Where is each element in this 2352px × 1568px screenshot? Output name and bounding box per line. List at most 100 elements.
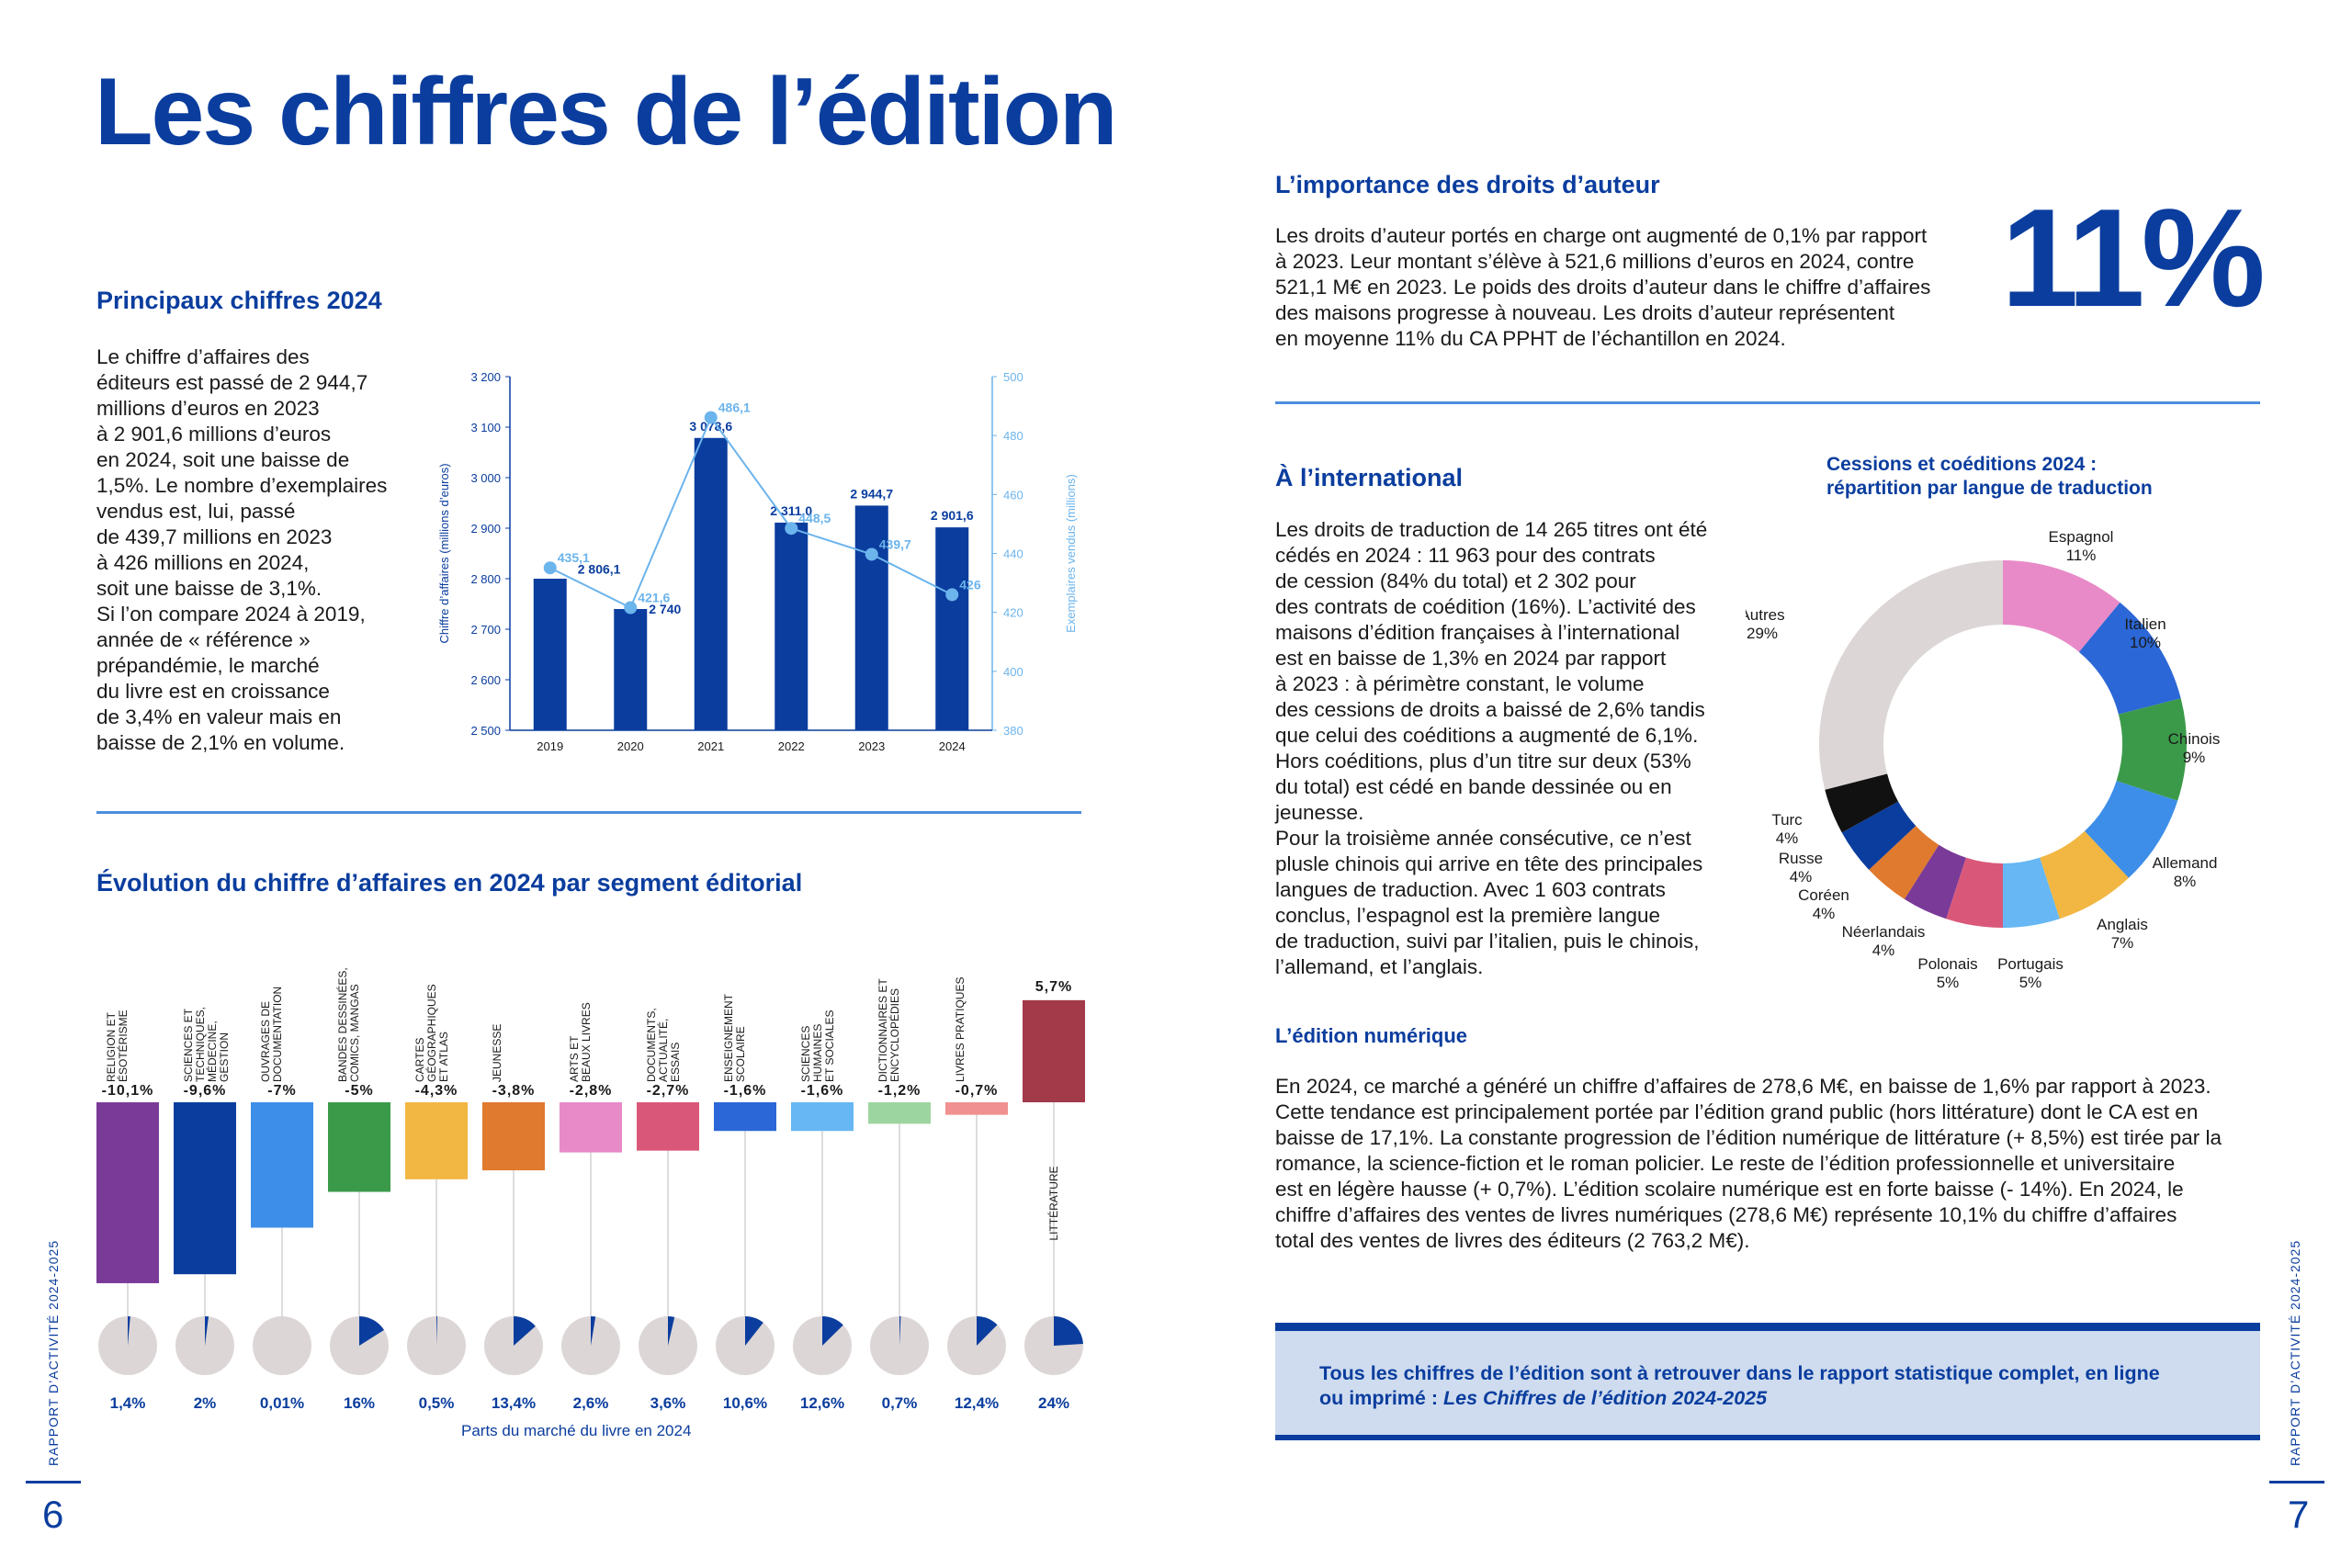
text-line: des maisons progresse à nouveau. Les dro… [1275, 301, 1895, 324]
donut-value-label: 4% [1776, 829, 1799, 847]
donut-slice-Espagnol [2003, 560, 2120, 652]
segment-category: OUVRAGES DE DOCUMENTATION [259, 987, 284, 1082]
segment-bar [945, 1102, 1008, 1115]
donut-value-label: 8% [2174, 873, 2197, 890]
segments-heading: Évolution du chiffre d’affaires en 2024 … [96, 869, 803, 897]
donut-category-label: Portugais [1997, 955, 2064, 973]
share-slice [514, 1316, 536, 1346]
segment-category-line: ENCYCLOPÉDIES [888, 988, 901, 1082]
volume-label: 426 [959, 577, 981, 592]
segment-category-line: ET ATLAS [437, 1032, 450, 1082]
segment-value-label: -10,1% [102, 1083, 154, 1099]
volume-point [865, 547, 878, 561]
segment-category-line: GÉOGRAPHIQUES [424, 984, 438, 1082]
chart-title: Cessions et coéditions 2024 : [1826, 454, 2097, 475]
text-line: à 2 901,6 millions d’euros [96, 423, 332, 446]
segment-category-line: LIVRES PRATIQUES [954, 977, 967, 1082]
donut-value-label: 5% [1937, 974, 1960, 991]
sidebar-label-left: RAPPORT D’ACTIVITÉ 2024-2025 [46, 1239, 61, 1466]
donut-value-label: 7% [2111, 934, 2134, 952]
segment-bar [482, 1102, 545, 1171]
share-label: 24% [1038, 1394, 1069, 1412]
share-label: 2% [194, 1394, 217, 1412]
y-tick-label: 3 000 [470, 471, 501, 485]
segment-value-label: -1,6% [801, 1083, 844, 1099]
y2-tick-label: 420 [1003, 606, 1023, 620]
bar-2020 [614, 609, 648, 730]
y-axis-label: Chiffre d’affaires (millions d’euros) [437, 463, 451, 643]
text-line: langues de traduction. Avec 1 603 contra… [1275, 878, 1666, 901]
share-slice [359, 1316, 385, 1346]
segment-value-label: -2,8% [570, 1083, 613, 1099]
share-label: 13,4% [492, 1394, 536, 1412]
page-title: Les chiffres de l’édition [95, 59, 1118, 165]
y-tick-label: 2 800 [470, 572, 501, 586]
segment-category-line: ESSAIS [669, 1043, 682, 1082]
text-line: Hors coéditions, plus d’un titre sur deu… [1275, 750, 1691, 773]
volume-point [543, 561, 557, 575]
bar-2024 [935, 527, 969, 730]
segment-category: ENSEIGNEMENT SCOLAIRE [722, 993, 747, 1082]
donut-category-label: Espagnol [2049, 528, 2114, 546]
droits-text: Les droits d’auteur portés en charge ont… [1275, 223, 1973, 352]
segment-value-label: -2,7% [647, 1083, 690, 1099]
text-line: 521,1 M€ en 2023. Le poids des droits d’… [1275, 276, 1931, 299]
page-marker-right [2269, 1481, 2324, 1483]
volume-point [624, 601, 638, 615]
share-label: 1,4% [110, 1394, 146, 1412]
segment-bar [714, 1102, 776, 1132]
section-divider [1275, 401, 2260, 404]
share-slice [1054, 1316, 1083, 1346]
text-line: millions d’euros en 2023 [96, 397, 320, 420]
y2-tick-label: 400 [1003, 665, 1023, 679]
text-line: en moyenne 11% du CA PPHT de l’échantill… [1275, 327, 1786, 350]
text-line: des cessions de droits a baissé de 2,6% … [1275, 698, 1705, 721]
segment-value-label: -1,6% [724, 1083, 767, 1099]
segment-category: SCIENCES ET TECHNIQUES, MÉDECINE, GESTION [182, 1007, 231, 1082]
donut-value-label: 5% [2019, 974, 2042, 991]
bar-2022 [775, 522, 808, 730]
share-slice [745, 1316, 763, 1346]
translation-donut-chart: Cessions et coéditions 2024 : répartition… [1746, 454, 2220, 991]
segment-category-line: ENSEIGNEMENT [722, 993, 735, 1082]
donut-slice-Anglais [2040, 830, 2129, 919]
segment-category-line: CARTES [413, 1038, 426, 1082]
text-line: total des ventes de livres des éditeurs … [1275, 1229, 1750, 1252]
segment-category-line: ÉSOTÉRISME [116, 1010, 130, 1082]
volume-point [785, 522, 798, 536]
callout-link[interactable]: Les Chiffres de l’édition 2024-2025 [1442, 1387, 1768, 1409]
bar-2021 [694, 437, 728, 730]
bar-value-label: 2 806,1 [578, 562, 621, 577]
y2-tick-label: 500 [1003, 370, 1023, 384]
y2-tick-label: 380 [1003, 724, 1023, 738]
text-line: Les droits d’auteur portés en charge ont… [1275, 224, 1928, 247]
segment-category-line: SCOLAIRE [734, 1026, 747, 1082]
segment-value-label: -3,8% [492, 1083, 536, 1099]
donut-category-label: Allemand [2153, 854, 2218, 872]
section-divider [96, 811, 1081, 814]
y-tick-label: 3 100 [470, 421, 501, 434]
principaux-heading: Principaux chiffres 2024 [96, 287, 382, 314]
donut-category-label: Coréen [1798, 886, 1849, 904]
text-line: plusle chinois qui arrive en tête des pr… [1275, 852, 1703, 875]
y2-tick-label: 440 [1003, 547, 1023, 561]
y-tick-label: 3 200 [470, 370, 501, 384]
segment-category-line: BANDES DESSINÉES, [335, 967, 349, 1082]
share-label: 0,5% [419, 1394, 455, 1412]
donut-category-label: Italien [2124, 615, 2165, 633]
text-line: baisse de 2,1% en volume. [96, 731, 345, 754]
share-slice [822, 1316, 843, 1346]
share-label: 10,6% [723, 1394, 767, 1412]
y2-axis-label: Exemplaires vendus (millions) [1064, 474, 1078, 633]
page-number-right: 7 [2288, 1493, 2310, 1536]
text-line: est en légère hausse (+ 0,7%). L’édition… [1275, 1178, 2184, 1201]
bar-value-label: 2 944,7 [850, 486, 893, 501]
text-line: En 2024, ce marché a généré un chiffre d… [1275, 1075, 2211, 1098]
share-label: 2,6% [573, 1394, 609, 1412]
segment-category-line: ACTUALITÉ, [656, 1019, 670, 1082]
segment-category: DOCUMENTS, ACTUALITÉ, ESSAIS [645, 1008, 682, 1082]
y-tick-label: 2 700 [470, 623, 501, 637]
text-line: éditeurs est passé de 2 944,7 [96, 371, 368, 394]
segment-bar [791, 1102, 854, 1132]
segment-bar [96, 1102, 159, 1283]
